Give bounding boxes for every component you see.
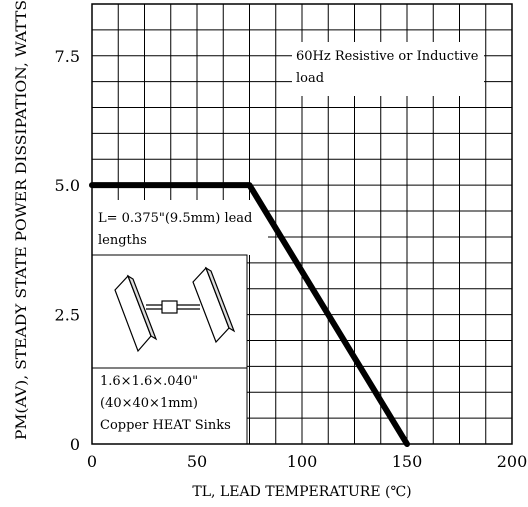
load-note-box — [292, 42, 484, 96]
lead-length-note-line-2: lengths — [98, 233, 147, 248]
lead-length-note-box — [92, 200, 268, 255]
x-tick-label: 150 — [392, 452, 423, 471]
x-tick-label: 50 — [187, 452, 207, 471]
heat-sink-note-line-2: (40×40×1mm) — [100, 396, 198, 411]
heat-sink-note-line-1: 1.6×1.6×.040" — [100, 374, 198, 389]
y-tick-label: 5.0 — [55, 176, 80, 195]
load-note-line-1: 60Hz Resistive or Inductive — [296, 49, 479, 64]
series-line — [89, 182, 410, 447]
plot-frame — [91, 3, 513, 445]
y-tick-labels: 0 2.5 5.0 7.5 — [55, 47, 80, 454]
load-note-line-2: load — [296, 71, 324, 86]
x-axis-title: TL, LEAD TEMPERATURE (℃) — [192, 484, 411, 500]
x-tick-labels: 0 50 100 150 200 — [87, 452, 527, 471]
lead-length-note-line-1: L= 0.375"(9.5mm) lead — [98, 211, 252, 226]
heat-sink-illustration-icon — [114, 266, 236, 353]
x-tick-label: 0 — [87, 452, 97, 471]
heat-sink-box — [91, 254, 248, 445]
heat-sink-note-line-3: Copper HEAT Sinks — [100, 418, 231, 433]
x-tick-label: 200 — [497, 452, 528, 471]
y-tick-label: 0 — [70, 435, 80, 454]
y-tick-label: 2.5 — [55, 306, 80, 325]
y-tick-label: 7.5 — [55, 47, 80, 66]
x-tick-label: 100 — [287, 452, 318, 471]
y-axis-title: PM(AV), STEADY STATE POWER DISSIPATION, … — [14, 0, 30, 440]
